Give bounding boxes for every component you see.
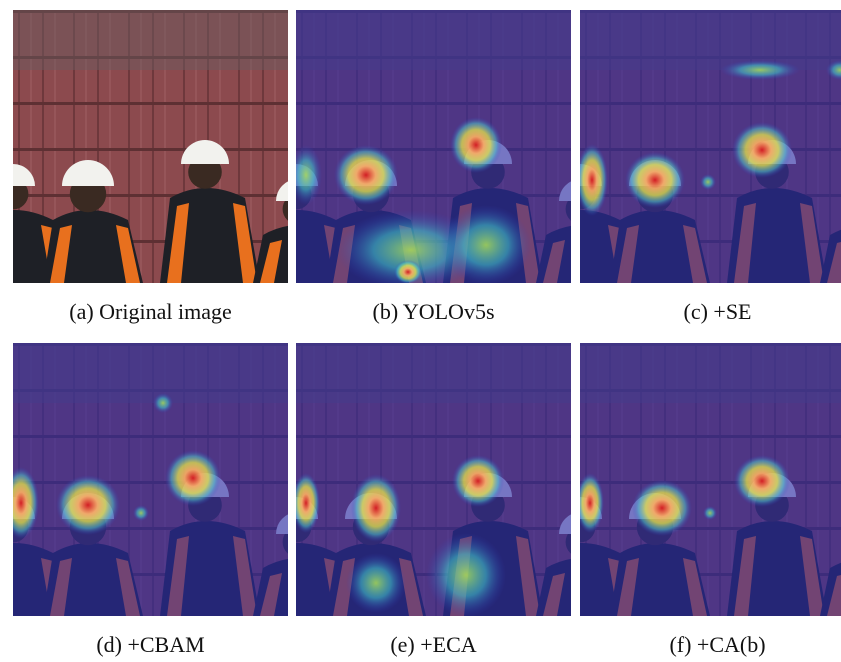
caption: (e) +ECA [390, 632, 476, 657]
heat-blob [290, 145, 322, 205]
heat-blob [346, 553, 406, 613]
heat-blob [450, 117, 502, 173]
heat-blob [334, 145, 398, 205]
heat-blob [703, 506, 717, 520]
heat-blob [56, 475, 120, 535]
heat-blob [3, 467, 39, 539]
heat-overlay [580, 343, 841, 616]
heat-blob [153, 393, 173, 413]
heat-blob [426, 533, 506, 617]
panel: (f) +CA(b) [535, 343, 841, 657]
heat-blob [720, 60, 800, 80]
heat-blob [625, 152, 685, 208]
panel-image [535, 10, 841, 283]
panel: (e) +ECA [251, 343, 636, 657]
caption: (b) YOLOv5s [373, 299, 495, 324]
heat-blob [700, 174, 716, 190]
panel-image [535, 343, 841, 616]
panel-image [251, 343, 636, 617]
heat-blob [394, 260, 422, 284]
panel: (c) +SE [535, 10, 841, 324]
caption: (a) Original image [69, 299, 232, 324]
caption: (d) +CBAM [96, 632, 204, 657]
caption: (c) +SE [684, 299, 752, 324]
heat-blob [165, 450, 221, 506]
heat-blob [576, 144, 608, 216]
heat-blob [732, 122, 792, 178]
heat-blob [292, 473, 320, 533]
panel: (b) YOLOv5s [251, 10, 636, 324]
heat-overlay [13, 343, 288, 616]
heat-blob [351, 474, 401, 542]
heat-blob [441, 205, 531, 285]
caption: (f) +CA(b) [669, 632, 765, 657]
heat-overlay [580, 10, 841, 283]
heat-blob [734, 455, 790, 507]
figure: (a) Original image (b) YOLOv5s (c) +SE (d) … [0, 0, 841, 662]
heat-blob [632, 480, 692, 536]
panel-image [251, 10, 636, 290]
heat-blob [133, 505, 149, 521]
heat-blob [452, 455, 504, 507]
heat-blob [576, 473, 604, 533]
shade [13, 10, 288, 70]
